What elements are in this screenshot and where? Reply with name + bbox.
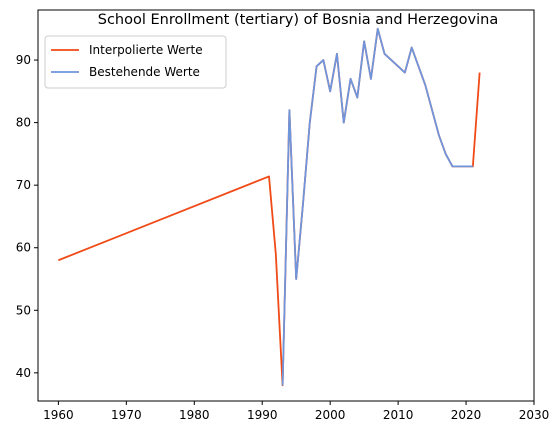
x-tick-label: 1990 (247, 408, 278, 422)
legend-label-interpolated: Interpolierte Werte (89, 43, 203, 57)
x-tick-label: 2020 (451, 408, 482, 422)
chart-title: School Enrollment (tertiary) of Bosnia a… (98, 12, 498, 28)
plot-frame (37, 9, 535, 402)
x-tick-label: 2030 (519, 408, 550, 422)
y-tick-label: 80 (16, 116, 31, 130)
legend: Interpolierte Werte Bestehende Werte (44, 35, 227, 89)
y-tick-label: 50 (16, 303, 31, 317)
x-axis: 1960 1970 1980 1990 2000 2010 2020 2030 (43, 401, 549, 422)
y-axis: 40 50 60 70 80 90 (16, 53, 38, 380)
y-tick-label: 40 (16, 366, 31, 380)
y-tick-label: 90 (16, 53, 31, 67)
y-tick-label: 60 (16, 241, 31, 255)
legend-label-existing: Bestehende Werte (89, 65, 200, 79)
x-tick-label: 2000 (315, 408, 346, 422)
x-tick-label: 1980 (179, 408, 210, 422)
x-tick-label: 1960 (43, 408, 74, 422)
plot-lines (58, 27, 481, 387)
legend-box (44, 35, 227, 89)
series-line-existing (281, 27, 473, 386)
x-tick-label: 1970 (111, 408, 142, 422)
x-tick-label: 2010 (383, 408, 414, 422)
y-tick-label: 70 (16, 178, 31, 192)
